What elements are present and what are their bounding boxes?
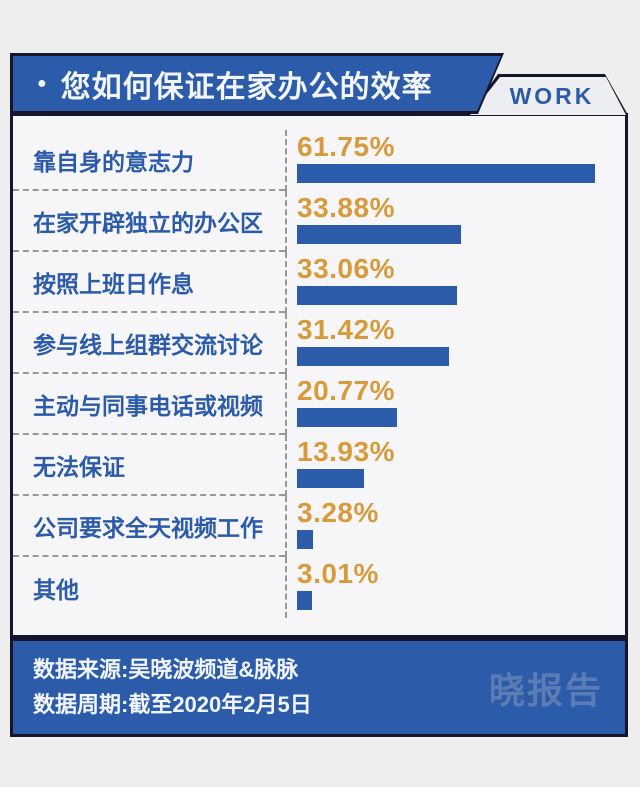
value-label: 33.88%: [297, 192, 395, 223]
row-bar-area: 13.93%: [285, 435, 625, 496]
bar: [297, 408, 397, 428]
chart-row: 靠自身的意志力 61.75%: [13, 130, 625, 191]
xiao-report-logo: 晓报告: [488, 669, 603, 711]
data-period-line: 数据周期:截至2020年2月5日: [33, 691, 312, 717]
category-label: 公司要求全天视频工作: [13, 496, 285, 557]
value-label: 61.75%: [297, 131, 395, 162]
row-bar-area: 31.42%: [285, 313, 625, 374]
row-bar-area: 3.01%: [285, 557, 625, 618]
row-bar-area: 61.75%: [285, 130, 625, 191]
page-title: 您如何保证在家办公的效率: [60, 70, 433, 104]
work-tag: WORK: [468, 74, 628, 115]
chart-row: 无法保证 13.93%: [13, 435, 625, 496]
row-bar-area: 3.28%: [285, 496, 625, 557]
row-bar-area: 33.88%: [285, 191, 625, 252]
bullet-icon: ●: [37, 74, 47, 92]
category-label: 其他: [33, 576, 79, 603]
value-label: 33.06%: [297, 253, 395, 284]
chart-row: 主动与同事电话或视频 20.77%: [13, 374, 625, 435]
data-source-line: 数据来源:吴晓波频道&脉脉: [33, 657, 299, 683]
work-tag-label: WORK: [509, 82, 595, 109]
title-banner-body: ● 您如何保证在家办公的效率: [13, 56, 501, 111]
bar: [297, 164, 595, 184]
bar: [297, 286, 457, 306]
bar: [297, 530, 313, 550]
footer-bar: 数据来源:吴晓波频道&脉脉 数据周期:截至2020年2月5日 晓报告: [10, 638, 628, 737]
row-bar-area: 33.06%: [285, 252, 625, 313]
category-label: 主动与同事电话或视频: [13, 374, 285, 435]
bar: [297, 225, 461, 245]
value-label: 3.01%: [297, 558, 379, 589]
bar: [297, 591, 312, 611]
category-label: 无法保证: [13, 435, 285, 496]
category-label: 参与线上组群交流讨论: [13, 313, 285, 374]
value-label: 13.93%: [297, 436, 395, 467]
chart-row: 按照上班日作息 33.06%: [13, 252, 625, 313]
chart-row: 其他 3.01%: [13, 557, 625, 618]
bar-chart-card: 靠自身的意志力 61.75% 在家开辟独立的办公区 33.88% 按照上班日作息 33.0…: [10, 113, 628, 638]
value-label: 31.42%: [297, 314, 395, 345]
value-label: 20.77%: [297, 375, 395, 406]
chart-row: 公司要求全天视频工作 3.28%: [13, 496, 625, 557]
chart-rows: 靠自身的意志力 61.75% 在家开辟独立的办公区 33.88% 按照上班日作息 33.0…: [13, 130, 625, 618]
chart-row: 参与线上组群交流讨论 31.42%: [13, 313, 625, 374]
category-label: 按照上班日作息: [13, 252, 285, 313]
category-label: 靠自身的意志力: [13, 130, 285, 191]
bar: [297, 469, 364, 489]
title-banner: ● 您如何保证在家办公的效率: [10, 53, 504, 114]
bar: [297, 347, 449, 367]
category-label: 在家开辟独立的办公区: [13, 191, 285, 252]
work-tag-body: WORK: [470, 77, 626, 115]
footer-text: 数据来源:吴晓波频道&脉脉 数据周期:截至2020年2月5日: [13, 653, 489, 721]
value-label: 3.28%: [297, 497, 379, 528]
row-bar-area: 20.77%: [285, 374, 625, 435]
chart-row: 在家开辟独立的办公区 33.88%: [13, 191, 625, 252]
